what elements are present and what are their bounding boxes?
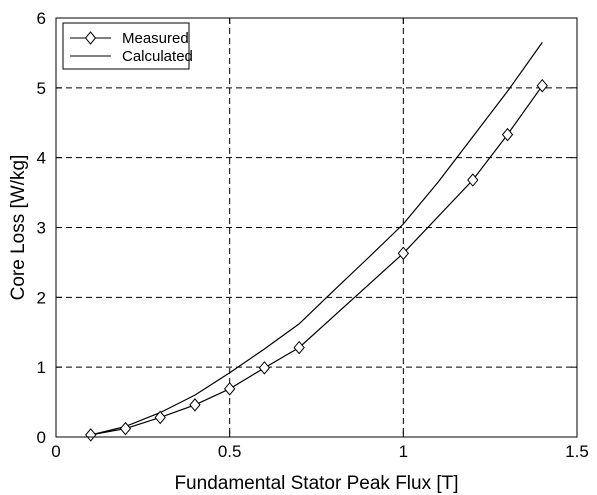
measured-point-diamond xyxy=(258,361,271,375)
measured-point-diamond xyxy=(397,246,409,261)
legend: Measured Calculated xyxy=(62,22,193,70)
measured-point-diamond xyxy=(501,127,514,142)
legend-measured-label: Measured xyxy=(122,30,189,47)
y-tick-label: 5 xyxy=(37,79,46,98)
x-axis-label: Fundamental Stator Peak Flux [T] xyxy=(174,473,458,494)
y-tick-label: 3 xyxy=(37,219,46,238)
y-tick-label: 1 xyxy=(37,358,46,377)
y-tick-label: 4 xyxy=(37,149,46,168)
measured-point-diamond xyxy=(85,428,97,442)
y-axis-label: Core Loss [W/kg] xyxy=(8,155,29,301)
legend-box xyxy=(62,22,190,70)
measured-point-diamond xyxy=(293,340,305,355)
y-tick-label: 2 xyxy=(37,288,46,307)
measured-point-diamond xyxy=(536,78,548,93)
y-tick-label: 6 xyxy=(37,9,46,28)
measured-point-diamond xyxy=(224,382,236,396)
x-tick-label: 0 xyxy=(51,442,60,461)
axis-ticks: 0 0.5 1 1.5 0 1 2 3 4 5 6 xyxy=(37,9,589,461)
measured-point-diamond xyxy=(119,421,132,436)
series-layer xyxy=(85,42,548,442)
legend-calculated-label: Calculated xyxy=(122,48,193,65)
legend-measured-diamond-icon xyxy=(84,31,97,45)
calculated-series-line xyxy=(90,42,543,436)
x-tick-label: 1 xyxy=(399,442,408,461)
measured-point-diamond xyxy=(467,173,479,187)
x-tick-label: 0.5 xyxy=(218,442,242,461)
y-tick-label: 0 xyxy=(37,428,46,447)
measured-point-diamond xyxy=(154,410,166,425)
measured-point-diamond xyxy=(189,398,201,412)
x-tick-label: 1.5 xyxy=(565,442,589,461)
